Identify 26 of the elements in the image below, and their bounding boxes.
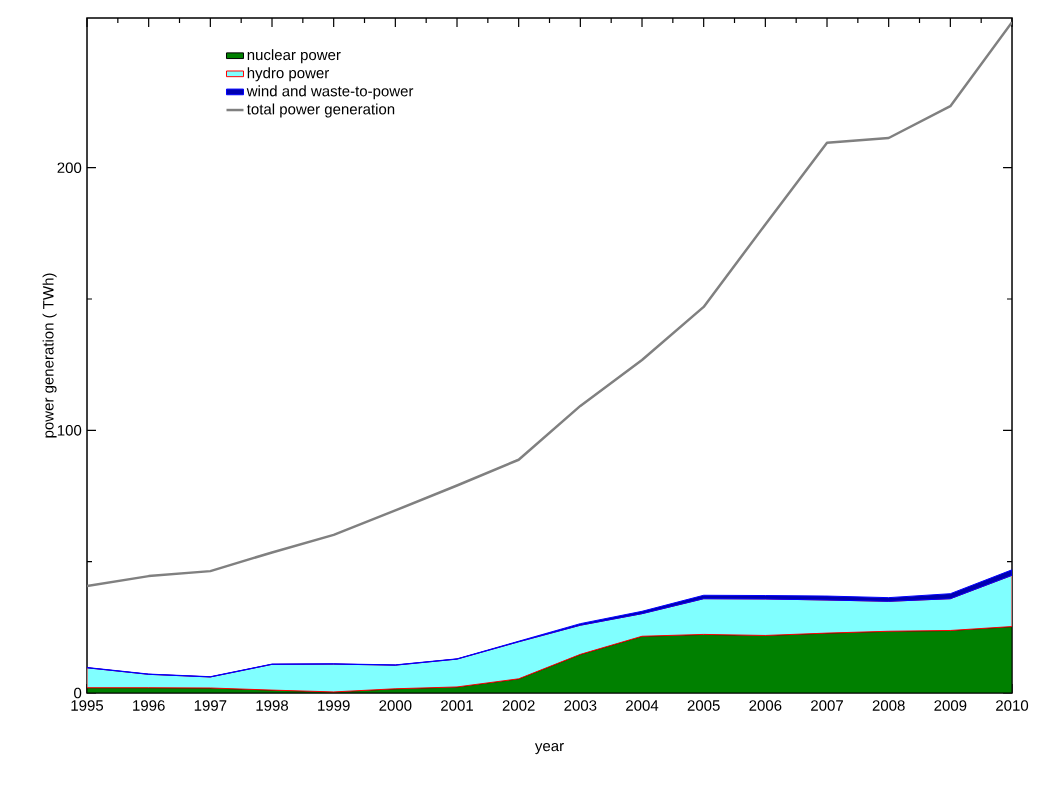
x-tick-label: 2004 (626, 700, 659, 711)
x-tick-label: 2001 (441, 700, 473, 711)
x-tick-label: 2009 (934, 700, 967, 711)
x-axis-title: year (534, 742, 564, 755)
legend-label: total power generation (246, 103, 395, 118)
x-tick-label: 2010 (996, 700, 1029, 711)
x-tick-label: 2000 (379, 700, 412, 711)
y-tick-label: 0 (74, 687, 82, 699)
x-tick-label: 2007 (811, 700, 843, 711)
x-tick-label: 2005 (687, 700, 720, 711)
x-tick-label: 1995 (71, 700, 104, 711)
legend-label: nuclear power (247, 49, 341, 64)
x-tick-label: 2002 (502, 700, 535, 711)
y-tick-label: 200 (57, 162, 82, 173)
x-tick-label: 2003 (564, 700, 597, 711)
y-axis-title: power generation ( TWh) (42, 273, 57, 438)
legend-label: wind and waste-to-power (246, 85, 414, 100)
line-series (87, 20, 1013, 588)
y-tick-label: 100 (57, 425, 82, 436)
x-tick-label: 2006 (749, 700, 782, 711)
x-tick-label: 1998 (256, 700, 289, 711)
x-tick-label: 1999 (318, 700, 350, 711)
x-tick-label: 1997 (194, 700, 227, 711)
legend-label: hydro power (247, 67, 329, 82)
x-tick-label: 2008 (872, 700, 905, 711)
x-tick-label: 1996 (133, 700, 165, 711)
